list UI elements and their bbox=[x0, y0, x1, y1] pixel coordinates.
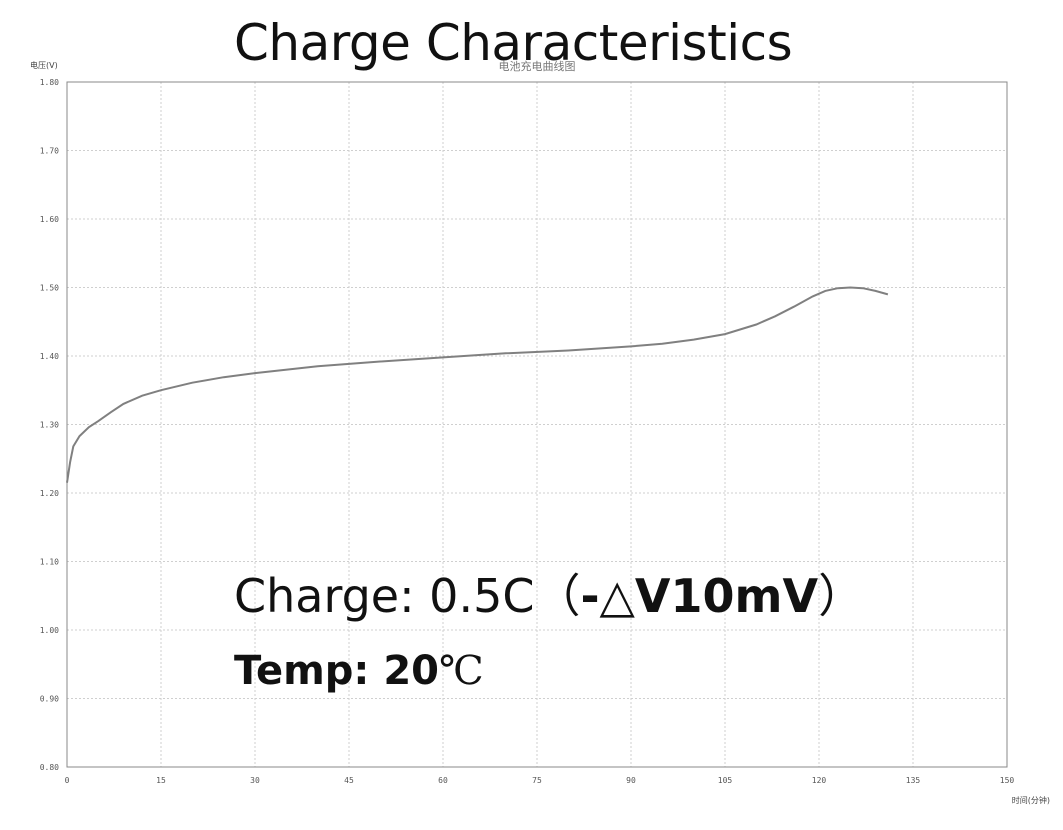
y-tick-label: 1.40 bbox=[40, 352, 59, 361]
inner-chart-title: 电池充电曲线图 bbox=[499, 59, 576, 73]
y-tick-label: 1.80 bbox=[40, 78, 59, 87]
y-tick-label: 1.70 bbox=[40, 147, 59, 156]
y-tick-label: 1.60 bbox=[40, 215, 59, 224]
x-axis-label: 时间(分钟) bbox=[1012, 795, 1050, 805]
delta-v-text: -△V10mV bbox=[580, 569, 819, 623]
y-tick-label: 1.10 bbox=[40, 558, 59, 567]
y-tick-label: 0.90 bbox=[40, 695, 59, 704]
x-tick-label: 0 bbox=[65, 776, 70, 785]
charge-condition: Charge: 0.5C（-△V10mV） bbox=[234, 560, 864, 626]
temp-unit: ℃ bbox=[439, 648, 484, 694]
y-tick-label: 0.80 bbox=[40, 763, 59, 772]
temp-text: Temp: 20 bbox=[234, 648, 439, 694]
page-title: Charge Characteristics bbox=[234, 14, 793, 72]
x-tick-label: 60 bbox=[438, 776, 448, 785]
grid bbox=[67, 82, 1007, 767]
paren-open: （ bbox=[534, 569, 581, 623]
y-tick-labels: 1.80 1.70 1.60 1.50 1.40 1.30 1.20 1.10 1.00 0.90… bbox=[40, 78, 59, 772]
y-tick-label: 1.20 bbox=[40, 489, 59, 498]
x-tick-label: 30 bbox=[250, 776, 260, 785]
temperature-condition: Temp: 20℃ bbox=[234, 648, 484, 694]
y-tick-label: 1.00 bbox=[40, 626, 59, 635]
y-tick-label: 1.50 bbox=[40, 284, 59, 293]
x-tick-label: 120 bbox=[812, 776, 827, 785]
x-tick-label: 90 bbox=[626, 776, 636, 785]
y-tick-label: 1.30 bbox=[40, 421, 59, 430]
charge-rate-text: Charge: 0.5C bbox=[234, 569, 535, 623]
x-tick-label: 15 bbox=[156, 776, 166, 785]
x-tick-label: 45 bbox=[344, 776, 354, 785]
x-tick-label: 150 bbox=[1000, 776, 1015, 785]
series-line-voltage bbox=[66, 286, 889, 483]
x-tick-label: 135 bbox=[906, 776, 921, 785]
x-tick-label: 105 bbox=[718, 776, 733, 785]
x-tick-labels: 0 15 30 45 60 75 90 105 120 135 150 bbox=[65, 776, 1015, 785]
x-tick-label: 75 bbox=[532, 776, 542, 785]
plot-frame bbox=[66, 81, 1008, 768]
y-axis-label: 电压(V) bbox=[30, 60, 58, 70]
paren-close: ） bbox=[818, 569, 865, 623]
